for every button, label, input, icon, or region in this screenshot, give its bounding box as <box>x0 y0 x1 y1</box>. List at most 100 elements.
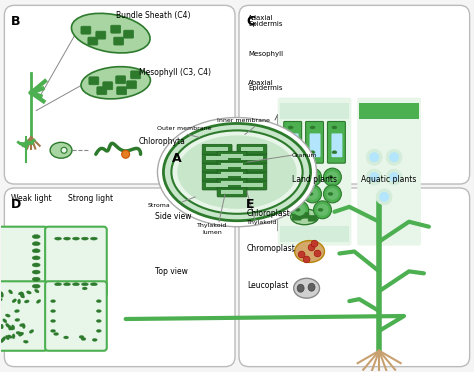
Text: Epidermis: Epidermis <box>248 21 283 27</box>
FancyBboxPatch shape <box>111 25 121 33</box>
Ellipse shape <box>24 300 29 303</box>
Text: Strong light: Strong light <box>68 194 113 203</box>
Circle shape <box>317 204 328 216</box>
FancyBboxPatch shape <box>280 103 349 119</box>
Ellipse shape <box>318 208 323 211</box>
Text: Aquatic plants: Aquatic plants <box>361 175 417 184</box>
FancyBboxPatch shape <box>241 165 263 169</box>
FancyBboxPatch shape <box>96 31 106 39</box>
FancyBboxPatch shape <box>206 174 228 178</box>
Ellipse shape <box>2 337 6 341</box>
Ellipse shape <box>288 192 293 195</box>
Circle shape <box>323 185 341 203</box>
FancyBboxPatch shape <box>237 144 267 154</box>
Text: Inner membrane: Inner membrane <box>217 118 270 124</box>
Ellipse shape <box>82 287 87 290</box>
FancyBboxPatch shape <box>237 162 267 172</box>
Ellipse shape <box>82 283 88 286</box>
FancyBboxPatch shape <box>221 181 243 185</box>
FancyBboxPatch shape <box>217 187 247 197</box>
Text: Mesophyll (C3, C4): Mesophyll (C3, C4) <box>138 68 210 77</box>
Ellipse shape <box>308 283 315 291</box>
Ellipse shape <box>0 324 3 329</box>
Text: Abaxial: Abaxial <box>248 80 273 86</box>
Ellipse shape <box>9 290 12 294</box>
Ellipse shape <box>54 333 59 336</box>
Ellipse shape <box>81 67 150 99</box>
FancyBboxPatch shape <box>237 171 267 181</box>
FancyBboxPatch shape <box>237 153 267 163</box>
Ellipse shape <box>50 142 72 158</box>
Ellipse shape <box>295 208 300 211</box>
Ellipse shape <box>73 237 80 240</box>
Circle shape <box>287 188 299 200</box>
Circle shape <box>284 185 301 203</box>
Ellipse shape <box>82 237 88 240</box>
FancyBboxPatch shape <box>217 160 247 170</box>
FancyBboxPatch shape <box>116 76 126 84</box>
Ellipse shape <box>81 337 86 340</box>
FancyBboxPatch shape <box>45 227 107 296</box>
FancyBboxPatch shape <box>241 156 263 160</box>
Ellipse shape <box>288 176 293 179</box>
Circle shape <box>366 169 382 185</box>
Text: Adaxial: Adaxial <box>248 15 273 21</box>
FancyBboxPatch shape <box>292 214 301 220</box>
FancyBboxPatch shape <box>217 151 247 161</box>
FancyBboxPatch shape <box>117 87 127 95</box>
FancyBboxPatch shape <box>237 180 267 190</box>
Ellipse shape <box>20 294 25 298</box>
Text: C: C <box>246 15 255 28</box>
Ellipse shape <box>32 277 40 281</box>
Circle shape <box>298 251 305 258</box>
Ellipse shape <box>328 192 333 195</box>
Ellipse shape <box>64 283 71 286</box>
FancyBboxPatch shape <box>88 37 98 45</box>
FancyBboxPatch shape <box>284 122 301 163</box>
Circle shape <box>284 168 301 186</box>
FancyBboxPatch shape <box>81 26 91 34</box>
Ellipse shape <box>79 336 84 339</box>
Circle shape <box>304 168 321 186</box>
Ellipse shape <box>18 333 23 336</box>
Ellipse shape <box>3 319 7 323</box>
FancyBboxPatch shape <box>308 215 317 221</box>
Ellipse shape <box>73 283 80 286</box>
Text: Granum: Granum <box>292 153 317 158</box>
FancyBboxPatch shape <box>221 163 243 167</box>
Ellipse shape <box>15 318 20 321</box>
Text: Side view: Side view <box>155 212 192 221</box>
FancyBboxPatch shape <box>221 190 243 194</box>
Ellipse shape <box>12 299 17 303</box>
FancyBboxPatch shape <box>217 169 247 179</box>
Ellipse shape <box>51 310 55 312</box>
FancyBboxPatch shape <box>89 77 99 85</box>
Text: Land plants: Land plants <box>292 175 337 184</box>
FancyBboxPatch shape <box>202 153 232 163</box>
Text: Mesophyll: Mesophyll <box>248 51 283 57</box>
FancyBboxPatch shape <box>0 227 47 296</box>
Circle shape <box>311 240 318 247</box>
Ellipse shape <box>0 291 3 295</box>
Circle shape <box>366 149 382 165</box>
FancyBboxPatch shape <box>4 188 235 367</box>
Circle shape <box>61 147 67 153</box>
Circle shape <box>307 188 319 200</box>
Circle shape <box>308 244 315 251</box>
Ellipse shape <box>19 324 24 327</box>
FancyBboxPatch shape <box>241 147 263 151</box>
Ellipse shape <box>64 237 71 240</box>
Circle shape <box>323 168 341 186</box>
FancyBboxPatch shape <box>221 154 243 158</box>
FancyBboxPatch shape <box>206 183 228 187</box>
Ellipse shape <box>27 291 31 294</box>
Circle shape <box>307 171 319 183</box>
Circle shape <box>303 256 310 263</box>
FancyBboxPatch shape <box>306 122 323 163</box>
FancyBboxPatch shape <box>280 226 349 241</box>
FancyBboxPatch shape <box>357 98 421 246</box>
Ellipse shape <box>0 292 3 298</box>
Circle shape <box>389 172 399 182</box>
FancyBboxPatch shape <box>241 174 263 178</box>
Ellipse shape <box>6 335 9 340</box>
